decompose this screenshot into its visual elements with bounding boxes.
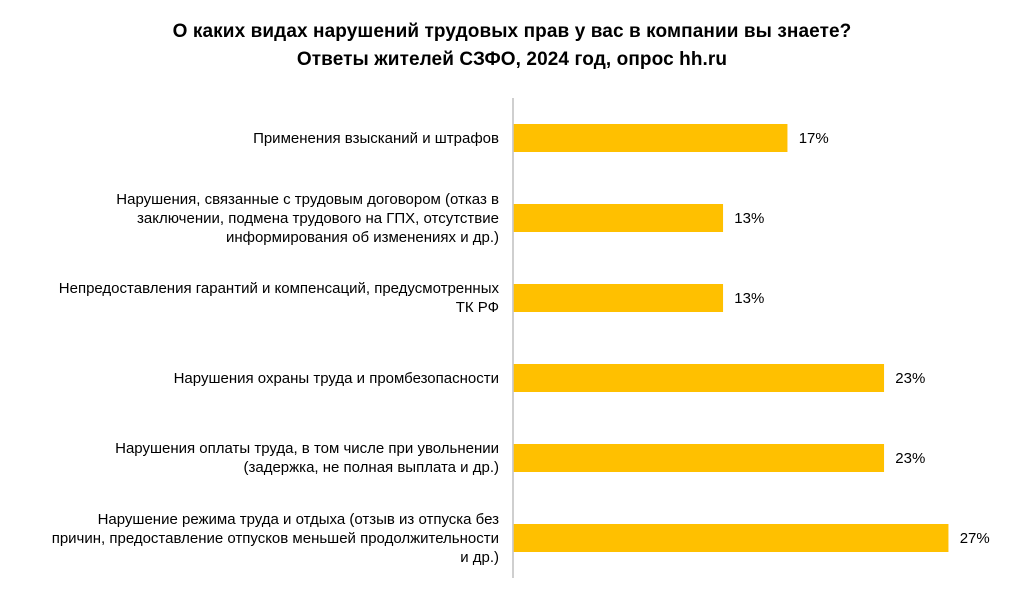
- bar-4: [513, 364, 885, 392]
- value-label-2: 13%: [734, 210, 764, 227]
- category-label-line: и др.): [460, 548, 499, 566]
- value-label-1: 17%: [799, 130, 829, 147]
- value-label-3: 13%: [734, 290, 764, 307]
- category-label-5: Нарушения оплаты труда, в том числе при …: [9, 439, 499, 477]
- category-label-1: Применения взысканий и штрафов: [9, 129, 499, 148]
- category-label-line: Нарушение режима труда и отдыха (отзыв и…: [97, 510, 499, 528]
- bar-1: [513, 124, 788, 152]
- bar-5: [513, 444, 885, 472]
- chart-subtitle: Ответы жителей СЗФО, 2024 год, опрос hh.…: [296, 49, 728, 70]
- value-label-5: 23%: [895, 450, 925, 467]
- category-label-3: Непредоставления гарантий и компенсаций,…: [9, 279, 499, 317]
- category-label-line: Нарушения, связанные с трудовым договоро…: [116, 190, 499, 208]
- category-label-line: Применения взысканий и штрафов: [253, 129, 499, 147]
- category-label-6: Нарушение режима труда и отдыха (отзыв и…: [9, 510, 499, 567]
- bar-2: [513, 204, 724, 232]
- category-label-line: Нарушения охраны труда и промбезопасност…: [173, 369, 499, 387]
- category-label-line: заключении, подмена трудового на ГПХ, от…: [137, 209, 499, 227]
- category-label-line: Нарушения оплаты труда, в том числе при …: [115, 440, 499, 457]
- category-label-line: информирования об изменениях и др.): [225, 228, 499, 246]
- category-label-4: Нарушения охраны труда и промбезопасност…: [9, 369, 499, 388]
- bar-3: [513, 284, 724, 312]
- category-label-line: ТК РФ: [455, 299, 499, 316]
- category-label-line: причин, предоставление отпусков меньшей …: [51, 529, 499, 547]
- category-label-line: (задержка, не полная выплата и др.): [243, 459, 499, 476]
- value-label-6: 27%: [960, 530, 990, 547]
- chart-title: О каких видах нарушений трудовых прав у …: [172, 21, 852, 42]
- category-label-line: Непредоставления гарантий и компенсаций,…: [58, 280, 499, 297]
- category-label-2: Нарушения, связанные с трудовым договоро…: [9, 190, 499, 247]
- bar-6: [513, 524, 949, 552]
- value-label-4: 23%: [895, 370, 925, 387]
- chart-title-block: О каких видах нарушений трудовых прав у …: [0, 18, 1024, 74]
